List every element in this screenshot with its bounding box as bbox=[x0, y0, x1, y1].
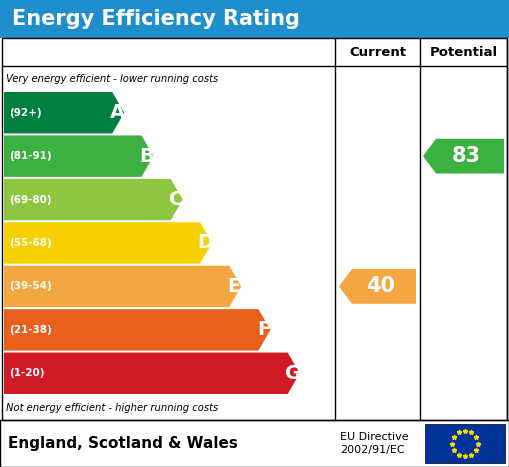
Text: Very energy efficient - lower running costs: Very energy efficient - lower running co… bbox=[6, 74, 218, 84]
Text: Current: Current bbox=[349, 45, 406, 58]
Text: (92+): (92+) bbox=[9, 108, 42, 118]
Polygon shape bbox=[423, 139, 504, 174]
Polygon shape bbox=[339, 269, 416, 304]
Text: G: G bbox=[285, 364, 301, 383]
Text: England, Scotland & Wales: England, Scotland & Wales bbox=[8, 436, 238, 451]
Text: (55-68): (55-68) bbox=[9, 238, 52, 248]
Polygon shape bbox=[4, 353, 300, 394]
Text: D: D bbox=[197, 234, 213, 253]
Bar bbox=[0, 420, 509, 467]
Text: EU Directive: EU Directive bbox=[340, 432, 409, 441]
Polygon shape bbox=[4, 179, 183, 220]
Polygon shape bbox=[4, 266, 241, 307]
Text: E: E bbox=[228, 277, 241, 296]
Text: (81-91): (81-91) bbox=[9, 151, 51, 161]
Text: 2002/91/EC: 2002/91/EC bbox=[340, 446, 405, 455]
Bar bbox=[2, 38, 507, 420]
Text: (69-80): (69-80) bbox=[9, 195, 51, 205]
Text: (39-54): (39-54) bbox=[9, 282, 52, 291]
Text: C: C bbox=[168, 190, 183, 209]
Polygon shape bbox=[4, 135, 154, 177]
Text: F: F bbox=[257, 320, 270, 340]
Text: 40: 40 bbox=[366, 276, 395, 297]
Text: B: B bbox=[139, 147, 154, 166]
Polygon shape bbox=[4, 309, 270, 351]
Text: (21-38): (21-38) bbox=[9, 325, 52, 335]
Text: Potential: Potential bbox=[430, 45, 498, 58]
Text: A: A bbox=[109, 103, 125, 122]
Polygon shape bbox=[4, 92, 124, 134]
Text: Not energy efficient - higher running costs: Not energy efficient - higher running co… bbox=[6, 403, 218, 413]
Text: 83: 83 bbox=[452, 146, 481, 166]
Bar bbox=[0, 0, 509, 38]
Text: Energy Efficiency Rating: Energy Efficiency Rating bbox=[12, 9, 300, 29]
Bar bbox=[425, 424, 505, 463]
Text: (1-20): (1-20) bbox=[9, 368, 44, 378]
Polygon shape bbox=[4, 222, 212, 264]
